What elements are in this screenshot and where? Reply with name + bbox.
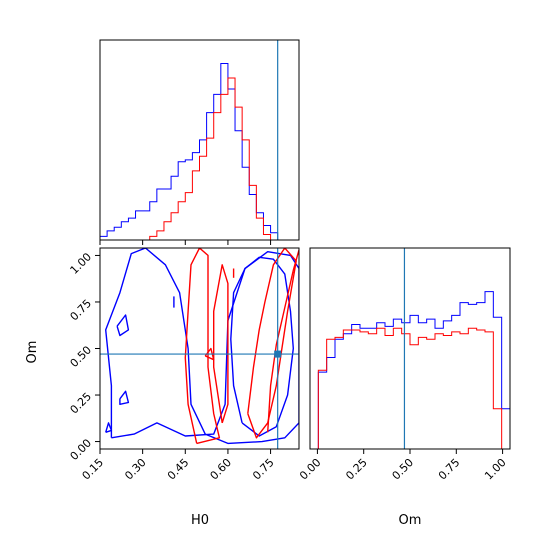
om-histogram-blue [310, 291, 510, 449]
x-tick-label: 0.75 [436, 456, 463, 483]
x-tick-label: 1.00 [482, 456, 509, 483]
x-tick-label: 0.75 [250, 456, 277, 483]
h0-histogram-red [100, 77, 278, 240]
om-histogram-frame [309, 247, 511, 450]
truth-marker [274, 350, 282, 358]
y-tick-label: 0.75 [68, 297, 95, 324]
x-tick-label: 0.50 [390, 456, 417, 483]
x-tick-label: 0.25 [343, 456, 370, 483]
x-tick-label: 0.60 [208, 456, 235, 483]
om-histogram-panel: 0.00 0.25 0.50 0.75 1.00 Om [297, 247, 511, 528]
x-tick-label: 0.15 [80, 456, 107, 483]
contour-lines [104, 248, 299, 445]
om-axis-ticks-bottom: 0.00 0.25 0.50 0.75 1.00 [297, 449, 509, 482]
om-axis-label-bottom: Om [399, 513, 422, 528]
x-tick-label: 0.45 [165, 456, 192, 483]
contour-red-outer-0 [184, 248, 221, 445]
contour-red-band-inner-3 [267, 249, 299, 433]
h0-axis-label: H0 [191, 513, 209, 528]
contour-blue-outer-0 [104, 248, 299, 445]
y-tick-label: 0.25 [68, 390, 95, 417]
om-axis-label-left: Om [25, 341, 40, 364]
contour-blue-island-2 [116, 314, 130, 337]
x-tick-label: 0.00 [297, 456, 324, 483]
h0-histogram-blue [100, 62, 279, 240]
contour-blue-island-3 [119, 390, 130, 405]
y-tick-label: 1.00 [68, 250, 95, 277]
h0-histogram-frame [99, 39, 300, 241]
contour-red-band-2 [247, 248, 297, 439]
x-tick-label: 0.30 [122, 456, 149, 483]
h0-histogram-ticks [99, 240, 272, 245]
om-histogram-red [310, 327, 510, 449]
om-axis-ticks-left: 0.00 0.25 0.50 0.75 1.00 [68, 250, 100, 463]
h0-axis-ticks: 0.15 0.30 0.45 0.60 0.75 [80, 449, 277, 482]
y-tick-label: 0.50 [68, 343, 95, 370]
y-tick-label: 0.00 [68, 436, 95, 463]
h0-om-contour-panel: 0.15 0.30 0.45 0.60 0.75 0.00 0.25 0.50 0.75 1.0… [25, 247, 300, 528]
contour-blue-island-4 [105, 422, 113, 433]
h0-histogram-panel [99, 39, 300, 245]
